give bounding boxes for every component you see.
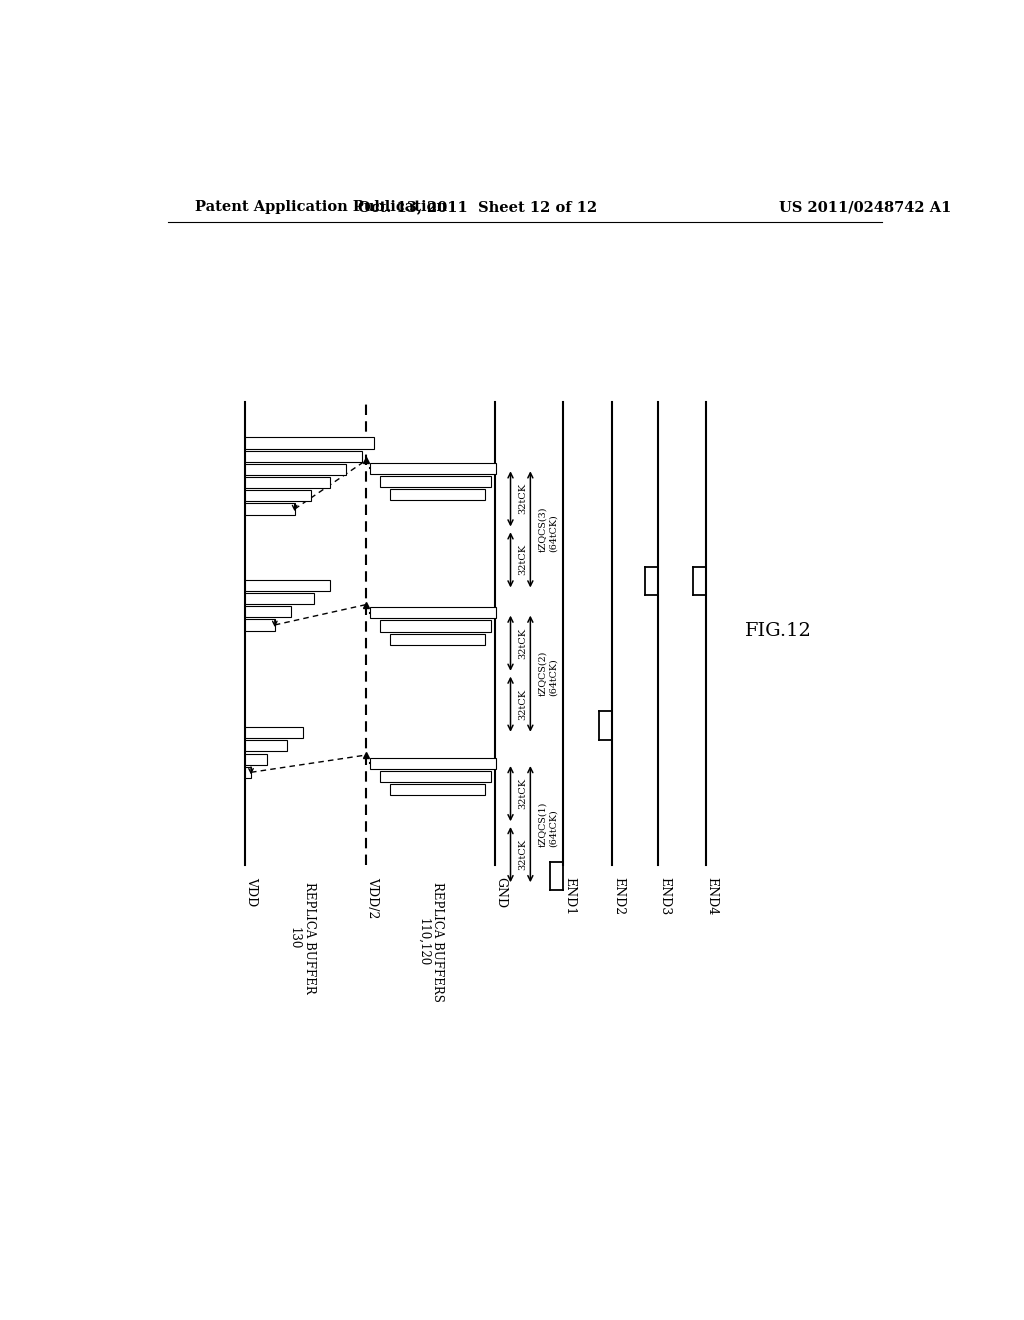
Bar <box>246 450 362 462</box>
Bar <box>390 784 485 795</box>
Text: VDD: VDD <box>246 876 258 907</box>
Bar <box>246 463 346 475</box>
Text: tZQCS(2)
(64tCK): tZQCS(2) (64tCK) <box>539 651 558 697</box>
Text: 32tCK: 32tCK <box>518 777 527 809</box>
Text: REPLICA BUFFER
130: REPLICA BUFFER 130 <box>288 882 315 994</box>
Text: REPLICA BUFFERS
110,120: REPLICA BUFFERS 110,120 <box>417 882 444 1002</box>
Text: FIG.12: FIG.12 <box>745 622 812 640</box>
Text: US 2011/0248742 A1: US 2011/0248742 A1 <box>778 201 951 214</box>
Bar <box>246 477 331 488</box>
Bar <box>380 771 490 781</box>
Bar <box>246 490 310 502</box>
Text: GND: GND <box>495 876 508 908</box>
Text: END1: END1 <box>563 876 575 915</box>
Bar <box>246 437 374 449</box>
Bar <box>370 607 497 618</box>
Bar <box>380 620 490 631</box>
Text: Patent Application Publication: Patent Application Publication <box>196 201 447 214</box>
Text: 32tCK: 32tCK <box>518 483 527 515</box>
Text: END2: END2 <box>612 876 625 915</box>
Text: Oct. 13, 2011  Sheet 12 of 12: Oct. 13, 2011 Sheet 12 of 12 <box>357 201 597 214</box>
Bar <box>246 619 274 631</box>
Text: 32tCK: 32tCK <box>518 628 527 659</box>
Bar <box>246 754 267 764</box>
Bar <box>246 767 251 777</box>
Bar <box>246 503 295 515</box>
Text: 32tCK: 32tCK <box>518 689 527 719</box>
Text: END3: END3 <box>658 876 671 915</box>
Bar <box>370 758 497 768</box>
Text: tZQCS(3)
(64tCK): tZQCS(3) (64tCK) <box>539 507 558 552</box>
Text: 32tCK: 32tCK <box>518 544 527 576</box>
Text: tZQCS(1)
(64tCK): tZQCS(1) (64tCK) <box>539 801 558 847</box>
Bar <box>246 741 287 751</box>
Bar <box>390 634 485 644</box>
Bar <box>246 606 291 618</box>
Bar <box>246 579 331 591</box>
Text: END4: END4 <box>706 876 719 915</box>
Text: VDD/2: VDD/2 <box>367 876 379 919</box>
Bar <box>390 490 485 500</box>
Bar <box>246 593 314 605</box>
Text: 32tCK: 32tCK <box>518 840 527 870</box>
Bar <box>380 477 490 487</box>
Bar <box>370 463 497 474</box>
Bar <box>246 727 303 738</box>
